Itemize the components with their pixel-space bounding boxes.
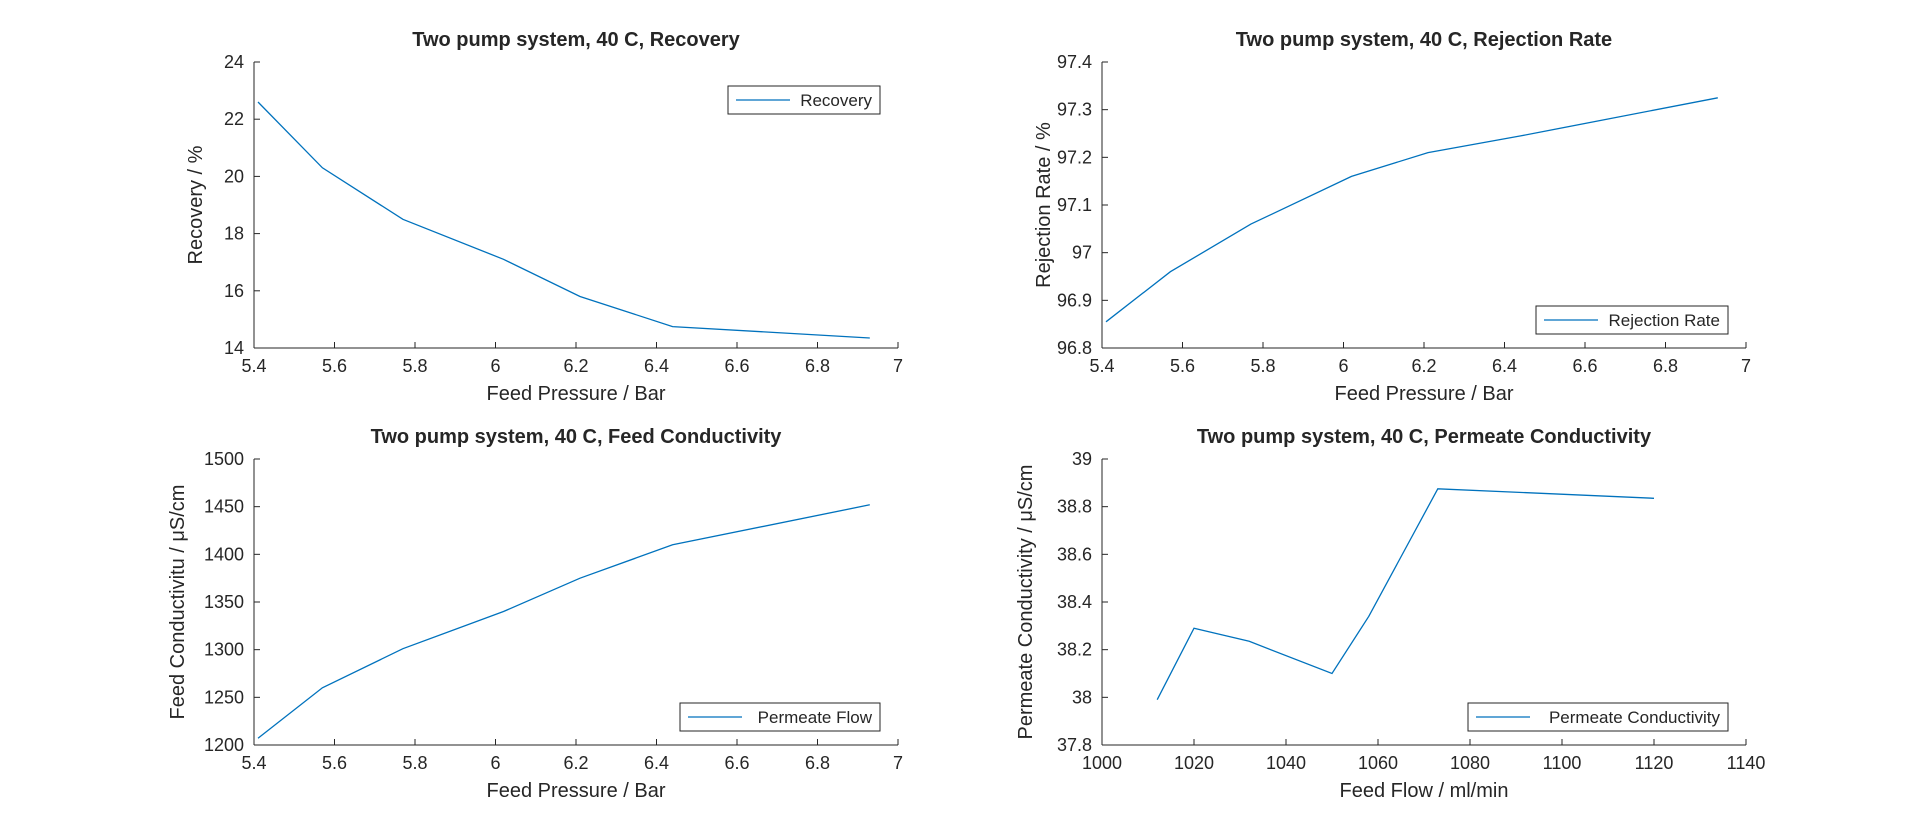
subplot-3: 5.4 5.6 5.8 6 6.2 6.4 6.6 6.8 7 1200 1250 1300 1350 1… xyxy=(167,426,903,802)
x-axis-label: Feed Pressure / Bar xyxy=(487,383,666,405)
y-tick-label: 97 xyxy=(1072,243,1092,263)
chart-title: Two pump system, 40 C, Permeate Conducti… xyxy=(1197,426,1652,448)
y-axis-label: Rejection Rate / % xyxy=(1033,122,1055,288)
y-tick-label: 38.6 xyxy=(1057,544,1092,564)
chart-title: Two pump system, 40 C, Feed Conductivity xyxy=(371,426,783,448)
y-axis-label: Feed Conductivitu / μS/cm xyxy=(167,485,189,720)
x-tick-label: 1040 xyxy=(1266,753,1306,773)
x-tick-label: 1080 xyxy=(1450,753,1490,773)
x-axis-label: Feed Flow / ml/min xyxy=(1340,780,1509,802)
y-tick-label: 1500 xyxy=(204,449,244,469)
legend: Rejection Rate xyxy=(1535,305,1729,335)
series-line-1 xyxy=(257,504,870,739)
x-tick-label: 5.8 xyxy=(1250,356,1275,376)
x-tick-label: 6.2 xyxy=(563,753,588,773)
legend: Permeate Conductivity xyxy=(1467,702,1729,732)
y-tick-label: 1350 xyxy=(204,592,244,612)
x-tick-label: 5.8 xyxy=(402,356,427,376)
x-tick-label: 6.8 xyxy=(1653,356,1678,376)
x-tick-label: 5.6 xyxy=(1170,356,1195,376)
x-tick-label: 6.6 xyxy=(724,356,749,376)
legend-entry: Recovery xyxy=(800,91,872,110)
legend: Recovery xyxy=(727,85,881,115)
x-tick-label: 5.6 xyxy=(322,356,347,376)
x-tick-label: 6.8 xyxy=(805,753,830,773)
subplot-1: 5.4 5.6 5.8 6 6.2 6.4 6.6 6.8 7 14 16 18 20 22 24 Two p… xyxy=(185,29,903,405)
y-tick-label: 97.4 xyxy=(1057,52,1092,72)
y-tick-label: 1300 xyxy=(204,640,244,660)
y-axis-label: Recovery / % xyxy=(185,145,207,264)
y-tick-label: 96.9 xyxy=(1057,290,1092,310)
x-tick-label: 6.4 xyxy=(644,753,669,773)
subplot-2: 5.4 5.6 5.8 6 6.2 6.4 6.6 6.8 7 96.8 96.9 97 97.1 97.… xyxy=(1033,29,1751,405)
x-tick-label: 6 xyxy=(490,356,500,376)
y-axis-label: Permeate Conductivity / μS/cm xyxy=(1015,465,1037,740)
chart-title: Two pump system, 40 C, Rejection Rate xyxy=(1236,29,1612,51)
x-tick-label: 6 xyxy=(490,753,500,773)
y-tick-label: 1450 xyxy=(204,497,244,517)
y-tick-label: 97.2 xyxy=(1057,147,1092,167)
x-tick-label: 6.2 xyxy=(563,356,588,376)
legend-entry: Rejection Rate xyxy=(1608,311,1720,330)
x-tick-label: 5.4 xyxy=(1089,356,1114,376)
y-tick-label: 1250 xyxy=(204,687,244,707)
y-tick-label: 20 xyxy=(224,166,244,186)
legend: Permeate Flow xyxy=(679,702,881,732)
x-tick-label: 5.4 xyxy=(241,356,266,376)
x-tick-label: 6.4 xyxy=(644,356,669,376)
y-tick-label: 39 xyxy=(1072,449,1092,469)
x-tick-label: 7 xyxy=(893,753,903,773)
x-tick-label: 7 xyxy=(1741,356,1751,376)
x-axis-label: Feed Pressure / Bar xyxy=(487,780,666,802)
x-tick-label: 6.6 xyxy=(724,753,749,773)
legend-entry: Permeate Conductivity xyxy=(1549,708,1721,727)
y-tick-label: 37.8 xyxy=(1057,735,1092,755)
y-tick-label: 38 xyxy=(1072,687,1092,707)
series-line-1 xyxy=(1156,488,1655,700)
x-axis-label: Feed Pressure / Bar xyxy=(1335,383,1514,405)
x-tick-label: 1020 xyxy=(1174,753,1214,773)
x-tick-label: 1120 xyxy=(1635,753,1674,773)
y-tick-label: 1400 xyxy=(204,544,244,564)
series-line-1 xyxy=(257,101,870,339)
y-tick-label: 97.1 xyxy=(1057,195,1092,215)
y-tick-label: 97.3 xyxy=(1057,100,1092,120)
x-tick-label: 6 xyxy=(1338,356,1348,376)
y-tick-label: 16 xyxy=(224,281,244,301)
y-tick-label: 1200 xyxy=(204,735,244,755)
x-tick-label: 7 xyxy=(893,356,903,376)
x-tick-label: 6.8 xyxy=(805,356,830,376)
series-line-1 xyxy=(1105,97,1718,323)
y-tick-label: 38.8 xyxy=(1057,497,1092,517)
x-tick-label: 5.6 xyxy=(322,753,347,773)
legend-entry: Permeate Flow xyxy=(758,708,873,727)
x-tick-label: 6.6 xyxy=(1572,356,1597,376)
x-tick-label: 1140 xyxy=(1727,753,1766,773)
y-tick-label: 14 xyxy=(224,338,244,358)
subplot-4: 1000 1020 1040 1060 1080 1100 1120 1140 37.8 38 38… xyxy=(1015,426,1765,802)
x-tick-label: 5.4 xyxy=(241,753,266,773)
y-tick-label: 24 xyxy=(224,52,244,72)
x-tick-label: 5.8 xyxy=(402,753,427,773)
x-tick-label: 1060 xyxy=(1358,753,1398,773)
x-tick-label: 6.2 xyxy=(1411,356,1436,376)
x-tick-label: 1100 xyxy=(1543,753,1582,773)
y-tick-label: 38.2 xyxy=(1057,640,1092,660)
y-tick-label: 18 xyxy=(224,224,244,244)
y-tick-label: 38.4 xyxy=(1057,592,1092,612)
x-tick-label: 6.4 xyxy=(1492,356,1517,376)
chart-title: Two pump system, 40 C, Recovery xyxy=(412,29,740,51)
y-tick-label: 96.8 xyxy=(1057,338,1092,358)
y-tick-label: 22 xyxy=(224,109,244,129)
x-tick-label: 1000 xyxy=(1082,753,1122,773)
